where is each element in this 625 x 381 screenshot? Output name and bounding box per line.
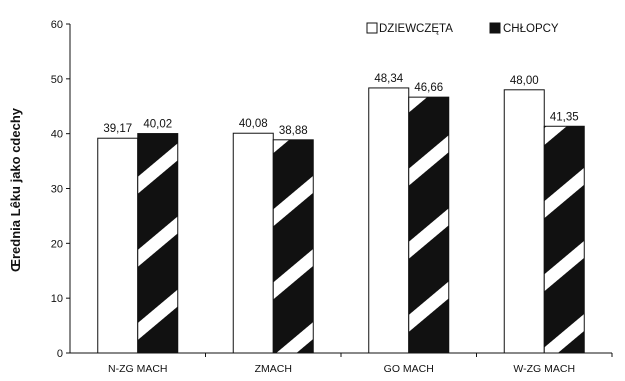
bar-chlopcy [138,134,178,353]
y-tick-label: 0 [57,348,63,360]
y-tick-label: 10 [51,293,63,305]
bar-chlopcy [273,140,313,353]
category-label: N-ZG MACH [108,363,168,375]
data-label: 38,88 [279,125,308,137]
category-label: W-ZG MACH [513,363,575,375]
y-axis-title: Œrednia Lêku jako cdechy [8,107,23,272]
data-label: 40,08 [239,118,268,130]
bar-dziewczeta [504,90,544,353]
category-labels: N-ZG MACH ZMACH GO MACH W-ZG MACH [108,353,612,375]
data-label: 46,66 [414,82,443,94]
category-label: ZMACH [255,363,292,375]
y-tick-label: 60 [51,19,63,31]
legend-label-chlopcy: CHŁOPCY [503,23,559,35]
bar-chlopcy [409,97,449,353]
legend: DZIEWCZĘTA CHŁOPCY [367,23,559,35]
data-label: 48,34 [374,73,403,85]
y-tick-label: 50 [51,74,63,86]
y-tick-label: 30 [51,184,63,196]
y-axis-ticks: 0 10 20 30 40 50 60 [51,19,70,360]
legend-swatch-chlopcy [490,23,500,33]
legend-swatch-dziewczeta [367,23,377,33]
y-tick-label: 20 [51,238,63,250]
data-label: 41,35 [550,111,579,123]
data-label: 48,00 [510,75,539,87]
data-label: 40,02 [143,119,172,131]
bar-dziewczeta [233,133,273,353]
bar-dziewczeta [369,88,409,353]
y-tick-label: 40 [51,129,63,141]
category-label: GO MACH [384,363,434,375]
legend-label-dziewczeta: DZIEWCZĘTA [379,23,453,35]
bar-chlopcy [544,126,584,353]
bar-dziewczeta [98,138,138,353]
data-label: 39,17 [103,123,132,135]
